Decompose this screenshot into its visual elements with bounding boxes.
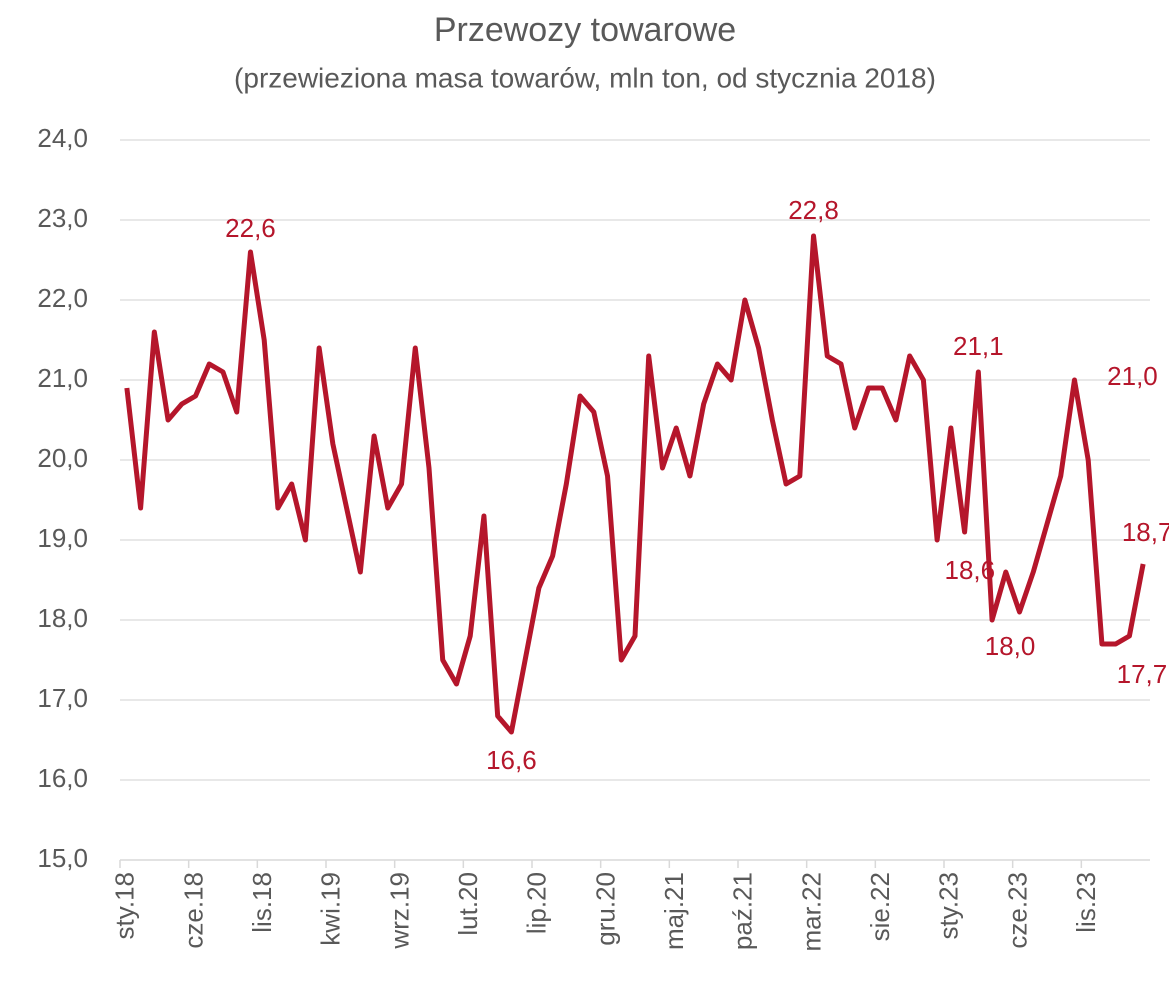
y-tick-label: 21,0 xyxy=(37,363,88,393)
y-tick-label: 24,0 xyxy=(37,123,88,153)
x-tick-label: mar.22 xyxy=(796,872,826,952)
x-tick-label: wrz.19 xyxy=(384,872,414,950)
x-tick-label: lut.20 xyxy=(453,872,483,936)
y-tick-label: 19,0 xyxy=(37,523,88,553)
y-tick-label: 20,0 xyxy=(37,443,88,473)
data-label: 16,6 xyxy=(486,745,537,775)
data-label: 22,8 xyxy=(788,195,839,225)
x-tick-label: paź.21 xyxy=(728,872,758,950)
y-tick-label: 15,0 xyxy=(37,843,88,873)
chart-title: Przewozy towarowe xyxy=(434,11,736,49)
data-label: 18,7 xyxy=(1122,517,1169,547)
data-label: 21,1 xyxy=(953,331,1004,361)
x-tick-label: lis.23 xyxy=(1071,872,1101,933)
x-tick-label: lis.18 xyxy=(247,872,277,933)
data-line xyxy=(124,233,1146,735)
data-label: 17,7 xyxy=(1117,659,1168,689)
x-tick-label: cze.18 xyxy=(178,872,208,949)
y-tick-label: 16,0 xyxy=(37,763,88,793)
y-tick-label: 23,0 xyxy=(37,203,88,233)
x-tick-label: cze.23 xyxy=(1002,872,1032,949)
x-tick-label: maj.21 xyxy=(659,872,689,950)
data-label: 21,0 xyxy=(1107,361,1158,391)
data-label: 22,6 xyxy=(225,213,276,243)
y-tick-label: 17,0 xyxy=(37,683,88,713)
data-label: 18,6 xyxy=(944,555,995,585)
x-tick-label: kwi.19 xyxy=(316,872,346,946)
x-tick-label: lip.20 xyxy=(522,872,552,934)
y-tick-label: 18,0 xyxy=(37,603,88,633)
y-tick-label: 22,0 xyxy=(37,283,88,313)
x-tick-label: sty.18 xyxy=(110,872,140,939)
x-tick-label: gru.20 xyxy=(590,872,620,946)
x-tick-label: sty.23 xyxy=(934,872,964,939)
chart-subtitle: (przewieziona masa towarów, mln ton, od … xyxy=(234,62,936,93)
data-label: 18,0 xyxy=(985,631,1036,661)
x-tick-label: sie.22 xyxy=(865,872,895,941)
